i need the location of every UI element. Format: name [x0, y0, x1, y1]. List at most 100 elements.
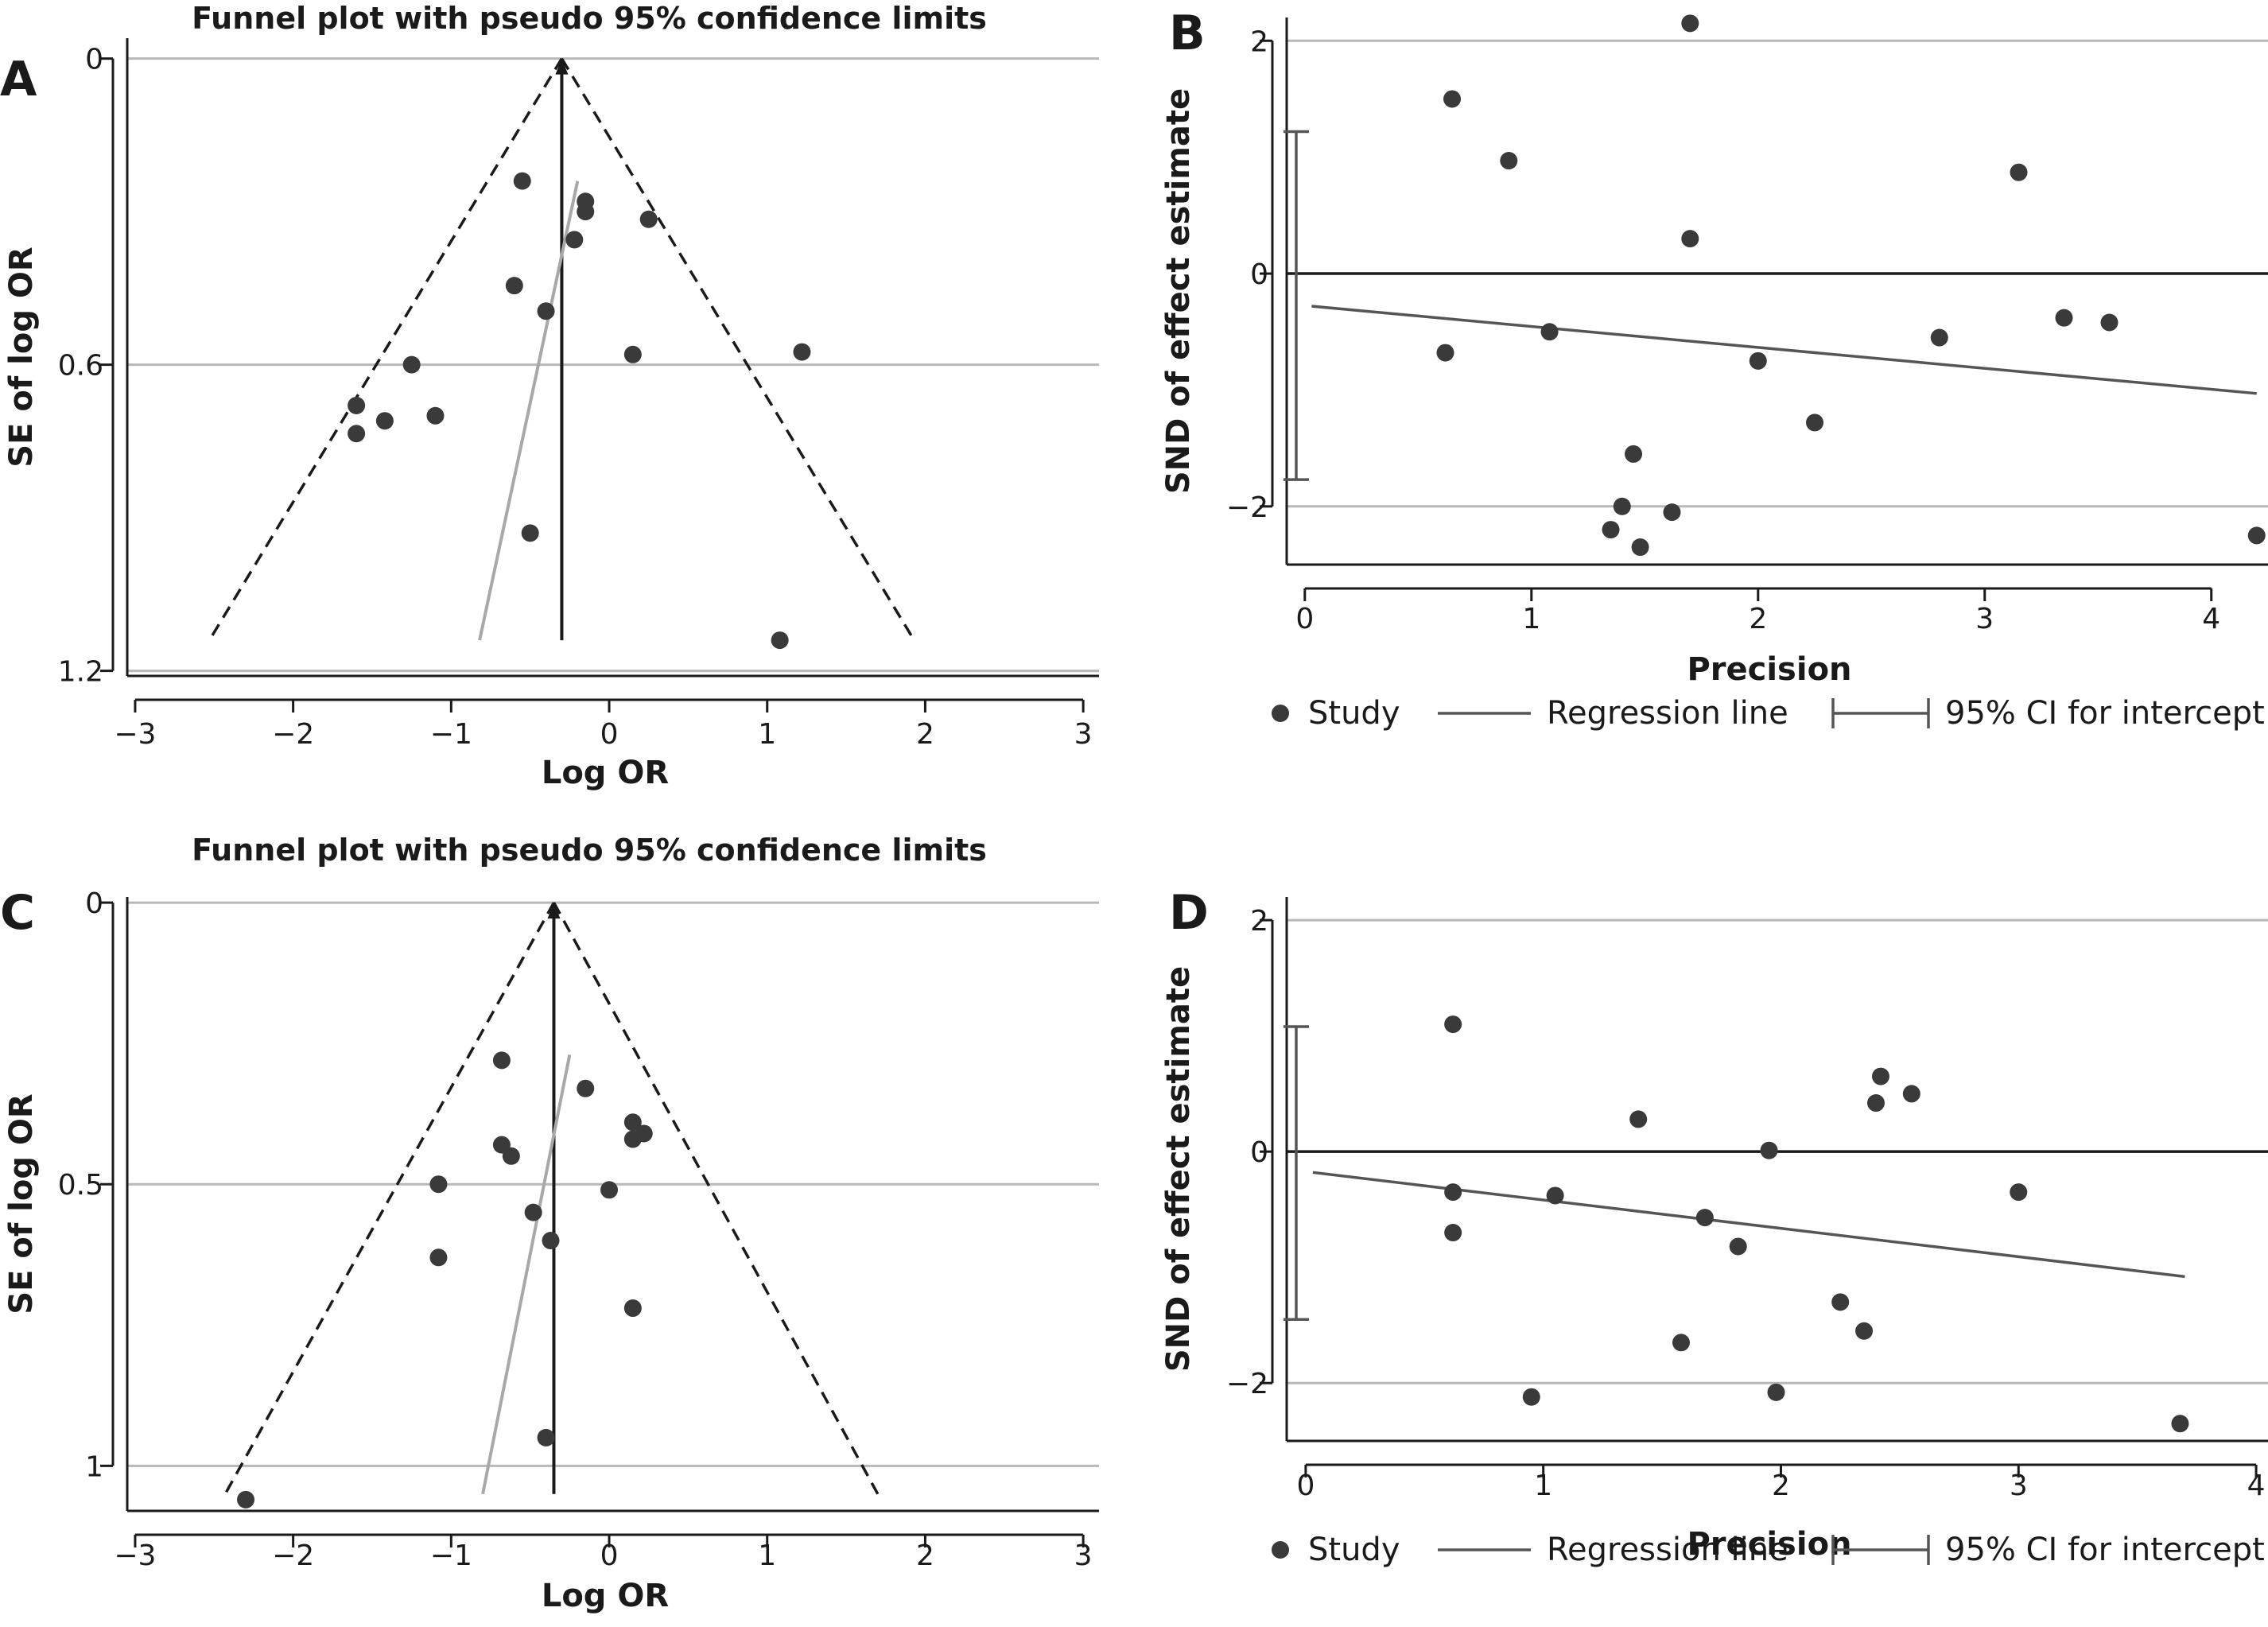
study-point	[1663, 503, 1681, 522]
study-point	[237, 1490, 255, 1509]
legend-study-label: Study	[1308, 1532, 1400, 1568]
study-point	[542, 1232, 560, 1250]
regression-line	[1311, 305, 2257, 395]
x-tick-label: −2	[272, 718, 314, 751]
study-point	[429, 1175, 448, 1194]
chart-title: Funnel plot with pseudo 95% confidence l…	[192, 1, 987, 36]
panel-letter: C	[0, 885, 35, 941]
regression-line	[481, 1054, 572, 1495]
x-tick-label: 0	[600, 1540, 619, 1572]
study-point	[2010, 163, 2028, 181]
x-tick-label: 1	[758, 1540, 776, 1572]
study-point	[577, 203, 595, 221]
study-point	[1613, 497, 1631, 515]
x-tick-label: 2	[916, 718, 934, 751]
x-tick-label: 3	[1975, 603, 1994, 635]
legend-ci-label: 95% CI for intercept	[1945, 695, 2265, 732]
x-tick-label: −3	[114, 1540, 156, 1572]
study-point	[2010, 1183, 2028, 1202]
y-tick-label: −2	[1226, 491, 1268, 524]
x-tick-label: 1	[758, 718, 776, 751]
study-point	[2247, 526, 2266, 545]
panel-a: A Funnel plot with pseudo 95% confidence …	[0, 1, 1099, 791]
legend-study-marker	[1272, 705, 1289, 722]
study-point	[537, 1428, 555, 1446]
study-point	[513, 172, 531, 190]
x-tick-label: 0	[1295, 603, 1314, 635]
study-point	[1767, 1383, 1785, 1401]
study-point	[1749, 351, 1767, 370]
panel-letter: A	[0, 52, 37, 107]
x-tick-label: 3	[2010, 1470, 2028, 1502]
y-axis-label: SE of log OR	[3, 247, 40, 467]
panel-b: B 0 1 2 3 4 −2 0 2 Precision SND of effect estimat…	[1160, 6, 2268, 732]
y-tick-label: 0	[1250, 258, 1268, 291]
study-point	[1629, 1110, 1648, 1128]
study-point	[565, 231, 584, 249]
funnel-right-limit	[552, 902, 880, 1495]
y-tick-label: 0	[85, 887, 103, 920]
study-point	[1760, 1141, 1778, 1159]
study-point	[1866, 1094, 1885, 1112]
x-tick-label: 2	[916, 1540, 934, 1572]
study-point	[1444, 1015, 1462, 1034]
panel-d: D 0 1 2 3 4 −2 0 2 Precision SND of effect estimat…	[1160, 885, 2268, 1568]
legend-regression-label: Regression line	[1547, 1532, 1788, 1568]
study-point	[1871, 1067, 1889, 1085]
study-point	[429, 1248, 448, 1267]
study-point	[2055, 309, 2073, 327]
regression-line	[478, 181, 580, 641]
study-point	[1631, 538, 1649, 557]
y-tick-label: 2	[1250, 905, 1268, 938]
x-tick-label: 0	[600, 718, 619, 751]
y-tick-label: 0.5	[58, 1169, 103, 1202]
y-axis-label: SND of effect estimate	[1160, 88, 1197, 494]
funnel-right-limit	[560, 57, 916, 641]
study-point	[1695, 1209, 1714, 1227]
legend-regression-label: Regression line	[1547, 695, 1788, 732]
x-tick-label: −1	[430, 1540, 472, 1572]
y-tick-label: 2	[1250, 25, 1268, 58]
y-tick-label: 0	[85, 44, 103, 76]
pooled-estimate-arrow	[555, 58, 569, 75]
x-tick-label: 2	[1749, 603, 1767, 635]
study-point	[502, 1147, 520, 1165]
study-point	[1444, 1183, 1462, 1202]
pooled-estimate-arrow	[547, 903, 561, 919]
study-point	[537, 302, 555, 320]
study-point	[1443, 90, 1462, 108]
x-tick-label: 1	[1522, 603, 1540, 635]
x-tick-label: −3	[114, 718, 156, 751]
panel-letter: B	[1169, 6, 1206, 61]
x-tick-label: 3	[1074, 1540, 1093, 1572]
study-point	[1930, 328, 1948, 347]
study-point	[1855, 1322, 1874, 1340]
study-point	[348, 425, 366, 443]
x-tick-label: 1	[1534, 1470, 1552, 1502]
study-point	[426, 406, 445, 425]
study-point	[348, 396, 366, 414]
legend: Study Regression line 95% CI for intercept	[1272, 1532, 2265, 1568]
study-point	[793, 343, 811, 361]
x-tick-label: 4	[2247, 1470, 2266, 1502]
study-point	[505, 277, 523, 295]
x-axis-label: Precision	[1687, 1526, 1851, 1563]
study-point	[521, 524, 539, 542]
funnel-left-limit	[223, 902, 556, 1495]
study-point	[1681, 14, 1699, 33]
study-point	[1831, 1293, 1850, 1311]
study-point	[2100, 313, 2118, 332]
x-tick-label: 3	[1074, 718, 1093, 751]
chart-title: Funnel plot with pseudo 95% confidence l…	[192, 833, 987, 868]
y-tick-label: 0	[1250, 1136, 1268, 1169]
study-point	[1729, 1237, 1747, 1256]
study-point	[1500, 152, 1518, 170]
x-tick-label: 0	[1296, 1470, 1315, 1502]
x-axis-label: Log OR	[542, 755, 669, 791]
study-point	[635, 1124, 653, 1143]
study-point	[623, 1299, 642, 1318]
study-point	[1444, 1224, 1462, 1242]
study-point	[1625, 445, 1643, 463]
study-point	[1672, 1334, 1690, 1352]
